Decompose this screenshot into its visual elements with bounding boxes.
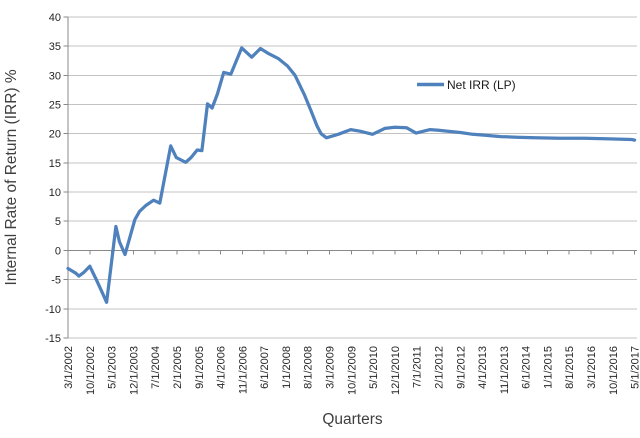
x-axis-title: Quarters: [322, 411, 383, 428]
x-tick-label-7/1/2011: 7/1/2011: [412, 346, 424, 388]
x-tick-label-8/1/2015: 8/1/2015: [564, 346, 576, 389]
y-tick-label-20: 20: [49, 129, 61, 141]
x-tick-label-12/1/2003: 12/1/2003: [128, 346, 140, 395]
x-tick-label-9/1/2012: 9/1/2012: [455, 346, 467, 389]
x-tick-label-6/1/2014: 6/1/2014: [521, 346, 533, 389]
x-tick-label-8/1/2008: 8/1/2008: [303, 346, 315, 389]
x-tick-label-3/1/2002: 3/1/2002: [63, 346, 75, 389]
x-tick-label-12/1/2010: 12/1/2010: [390, 346, 402, 395]
y-tick-label-15: 15: [49, 158, 61, 170]
y-tick-label--10: -10: [45, 304, 61, 316]
x-tick-label-7/1/2004: 7/1/2004: [150, 346, 162, 389]
x-tick-label-5/1/2003: 5/1/2003: [107, 346, 119, 389]
y-tick-label-5: 5: [55, 216, 61, 228]
x-tick-label-4/1/2006: 4/1/2006: [216, 346, 228, 389]
x-tick-label-5/1/2010: 5/1/2010: [368, 346, 380, 389]
y-axis-title: Internal Rate of Return (IRR) %: [3, 69, 20, 285]
y-tick-label-10: 10: [49, 187, 61, 199]
y-tick-labels: 40 35 30 25 20 15 10 5 0 -5 -10 -15: [45, 12, 61, 345]
x-tick-label-3/1/2016: 3/1/2016: [586, 346, 598, 389]
y-tick-label-35: 35: [49, 41, 61, 53]
y-tick-label-30: 30: [49, 70, 61, 82]
x-tick-label-6/1/2007: 6/1/2007: [259, 346, 271, 389]
x-tick-label-5/1/2017: 5/1/2017: [630, 346, 640, 389]
x-tick-label-11/1/2013: 11/1/2013: [499, 346, 511, 394]
legend: Net IRR (LP): [417, 78, 516, 92]
x-tick-labels: 3/1/2002 10/1/2002 5/1/2003 12/1/2003 7/1/20…: [63, 346, 640, 395]
x-tick-label-9/1/2005: 9/1/2005: [194, 346, 206, 389]
y-tick-label-25: 25: [49, 100, 61, 112]
x-tick-label-1/1/2015: 1/1/2015: [542, 346, 554, 389]
x-tick-label-3/1/2009: 3/1/2009: [325, 346, 337, 389]
x-tick-label-10/1/2009: 10/1/2009: [346, 346, 358, 395]
x-tick-label-11/1/2006: 11/1/2006: [237, 346, 249, 394]
gridlines: [68, 16, 637, 339]
x-tick-label-1/1/2008: 1/1/2008: [281, 346, 293, 389]
y-tick-label--15: -15: [45, 333, 61, 345]
x-tick-label-2/1/2012: 2/1/2012: [433, 346, 445, 389]
axes: [63, 16, 637, 339]
x-tick-label-2/1/2005: 2/1/2005: [172, 346, 184, 389]
x-tick-label-10/1/2016: 10/1/2016: [608, 346, 620, 395]
y-tick-label--5: -5: [51, 275, 61, 287]
legend-label: Net IRR (LP): [447, 78, 516, 92]
x-tick-label-4/1/2013: 4/1/2013: [477, 346, 489, 389]
series-line-net-irr: [66, 46, 637, 304]
y-tick-label-40: 40: [49, 12, 61, 24]
y-tick-label-0: 0: [55, 245, 61, 257]
x-tick-label-10/1/2002: 10/1/2002: [85, 346, 97, 395]
